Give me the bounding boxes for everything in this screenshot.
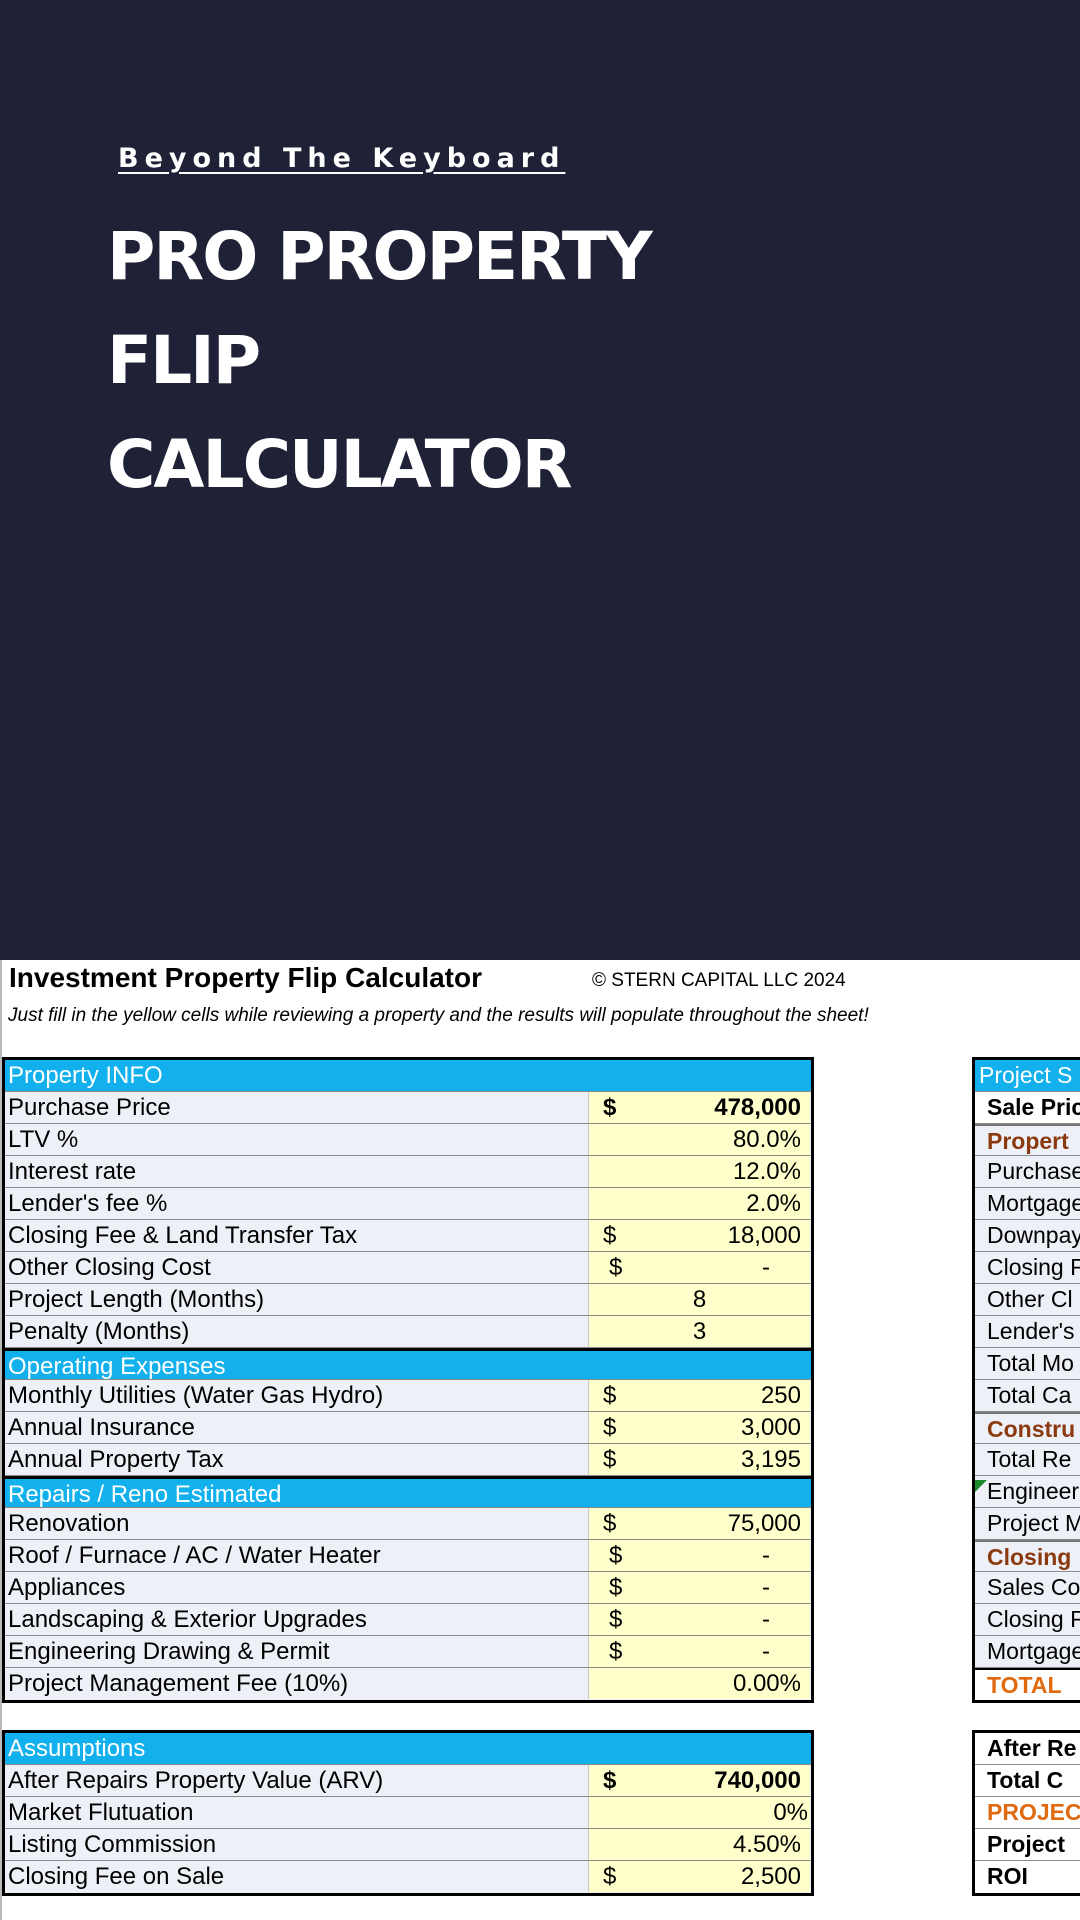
table-row: Annual Property Tax $3,195 <box>5 1444 811 1476</box>
table-row: Sale Pric <box>975 1092 1080 1124</box>
input-cell[interactable]: $3,195 <box>588 1444 810 1475</box>
table-row: Annual Insurance $3,000 <box>5 1412 811 1444</box>
table-row: Monthly Utilities (Water Gas Hydro) $250 <box>5 1380 811 1412</box>
input-cell[interactable]: 3 <box>588 1316 810 1347</box>
results-table: After Re Total C PROJEC Project ROI <box>972 1730 1080 1896</box>
spreadsheet: Investment Property Flip Calculator © ST… <box>0 960 1080 1920</box>
table-row: After Repairs Property Value (ARV) $740,0… <box>5 1765 811 1797</box>
input-cell[interactable]: $2,500 <box>588 1861 810 1892</box>
section-header-assumptions: Assumptions <box>5 1733 811 1765</box>
table-row: Total Ca <box>975 1380 1080 1412</box>
input-cell[interactable]: $ - <box>588 1604 810 1635</box>
table-row: Purchase <box>975 1156 1080 1188</box>
table-row: Mortgage <box>975 1636 1080 1668</box>
input-cell[interactable]: $18,000 <box>588 1220 810 1251</box>
input-cell[interactable]: 0.00% <box>588 1668 810 1699</box>
table-row: Appliances $ - <box>5 1572 811 1604</box>
table-row: Downpay <box>975 1220 1080 1252</box>
table-row: Closing Fee & Land Transfer Tax $18,000 <box>5 1220 811 1252</box>
input-cell[interactable]: $250 <box>588 1380 810 1411</box>
input-cell[interactable]: 2.0% <box>588 1188 810 1219</box>
copyright-notice: © STERN CAPITAL LLC 2024 <box>592 970 846 991</box>
input-cell[interactable]: $740,000 <box>588 1765 810 1796</box>
table-row: Other Cl <box>975 1284 1080 1316</box>
inputs-table: Property INFO Purchase Price $478,000 LTV… <box>2 1057 814 1703</box>
input-cell[interactable]: $ - <box>588 1572 810 1603</box>
table-row: Lender's <box>975 1316 1080 1348</box>
table-row: Constru <box>975 1412 1080 1444</box>
section-header-property-info: Property INFO <box>5 1060 811 1092</box>
table-row: Propert <box>975 1124 1080 1156</box>
table-row: Project Management Fee (10%) 0.00% <box>5 1668 811 1700</box>
table-row: Purchase Price $478,000 <box>5 1092 811 1124</box>
table-row: Closing <box>975 1540 1080 1572</box>
table-row: Sales Co <box>975 1572 1080 1604</box>
table-row: TOTAL <box>975 1668 1080 1700</box>
table-row: Project <box>975 1829 1080 1861</box>
input-cell[interactable]: $ - <box>588 1540 810 1571</box>
table-row: Roof / Furnace / AC / Water Heater $ - <box>5 1540 811 1572</box>
input-cell[interactable]: 12.0% <box>588 1156 810 1187</box>
hero-title: PRO PROPERTY FLIP CALCULATOR <box>107 205 653 517</box>
table-row: Mortgage <box>975 1188 1080 1220</box>
table-row: Total Mo <box>975 1348 1080 1380</box>
comment-marker-icon <box>975 1480 987 1492</box>
input-cell[interactable]: $ - <box>588 1636 810 1667</box>
table-row: PROJEC <box>975 1797 1080 1829</box>
input-cell[interactable]: 4.50% <box>588 1829 810 1860</box>
section-header-repairs: Repairs / Reno Estimated <box>5 1476 811 1508</box>
table-row: Engineer <box>975 1476 1080 1508</box>
table-row: Total Re <box>975 1444 1080 1476</box>
table-row: Closing Fee on Sale $2,500 <box>5 1861 811 1893</box>
hero-title-line-2: FLIP <box>107 322 261 399</box>
input-cell[interactable]: $3,000 <box>588 1412 810 1443</box>
table-row: Interest rate 12.0% <box>5 1156 811 1188</box>
table-row: Listing Commission 4.50% <box>5 1829 811 1861</box>
table-row: ROI <box>975 1861 1080 1893</box>
input-cell[interactable]: $ - <box>588 1252 810 1283</box>
sheet-title: Investment Property Flip Calculator <box>9 962 482 993</box>
input-cell[interactable]: 8 <box>588 1284 810 1315</box>
table-row: Renovation $75,000 <box>5 1508 811 1540</box>
table-row: LTV % 80.0% <box>5 1124 811 1156</box>
brand-name: Beyond The Keyboard <box>118 143 566 174</box>
table-row: Penalty (Months) 3 <box>5 1316 811 1348</box>
instructions-text: Just fill in the yellow cells while revi… <box>8 1005 869 1026</box>
project-summary-table: Project S Sale Pric Propert Purchase Mor… <box>972 1057 1080 1703</box>
hero-title-line-3: CALCULATOR <box>107 426 573 503</box>
table-row: Lender's fee % 2.0% <box>5 1188 811 1220</box>
section-header-project-summary: Project S <box>975 1060 1080 1092</box>
table-row: Landscaping & Exterior Upgrades $ - <box>5 1604 811 1636</box>
input-cell[interactable]: 0% <box>588 1797 810 1828</box>
input-cell[interactable]: 80.0% <box>588 1124 810 1155</box>
assumptions-table: Assumptions After Repairs Property Value… <box>2 1730 814 1896</box>
section-header-operating-expenses: Operating Expenses <box>5 1348 811 1380</box>
table-row: Market Flutuation 0% <box>5 1797 811 1829</box>
table-row: Engineering Drawing & Permit $ - <box>5 1636 811 1668</box>
table-row: Project M <box>975 1508 1080 1540</box>
table-row: After Re <box>975 1733 1080 1765</box>
table-row: Closing F <box>975 1604 1080 1636</box>
table-row: Total C <box>975 1765 1080 1797</box>
input-cell[interactable]: $75,000 <box>588 1508 810 1539</box>
input-cell[interactable]: $478,000 <box>588 1092 810 1123</box>
table-row: Other Closing Cost $ - <box>5 1252 811 1284</box>
table-row: Project Length (Months) 8 <box>5 1284 811 1316</box>
table-row: Closing F <box>975 1252 1080 1284</box>
hero-banner: Beyond The Keyboard PRO PROPERTY FLIP CA… <box>0 0 1080 960</box>
hero-title-line-1: PRO PROPERTY <box>107 218 653 295</box>
